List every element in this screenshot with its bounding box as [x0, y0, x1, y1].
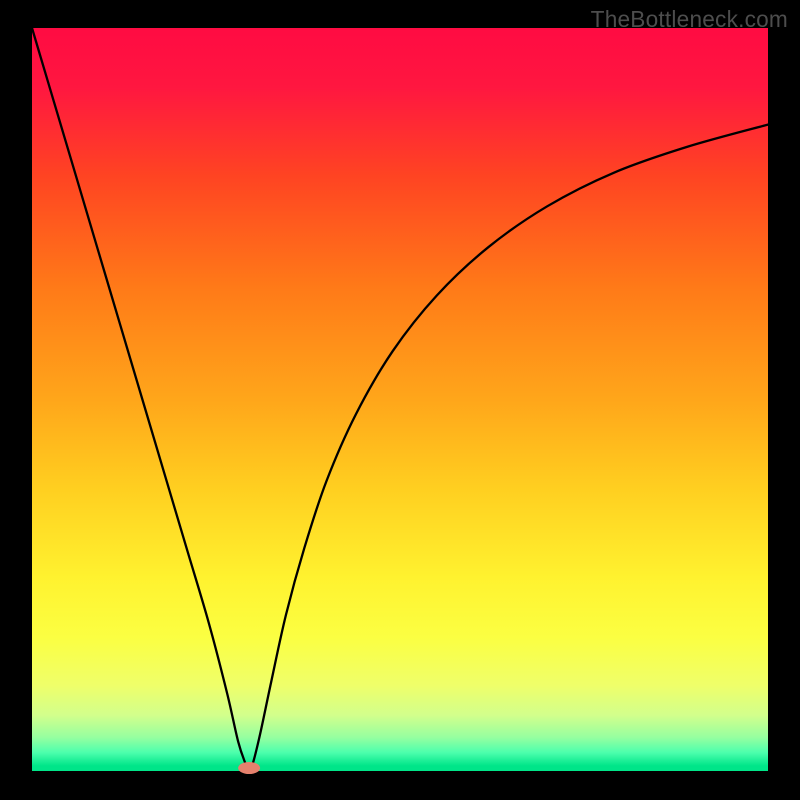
curve-left-branch [32, 28, 249, 771]
plot-frame [32, 28, 768, 771]
curve-layer [32, 28, 768, 771]
watermark-text: TheBottleneck.com [591, 6, 788, 33]
curve-right-branch [249, 125, 768, 771]
minimum-marker [238, 762, 260, 774]
chart-stage: TheBottleneck.com [0, 0, 800, 800]
